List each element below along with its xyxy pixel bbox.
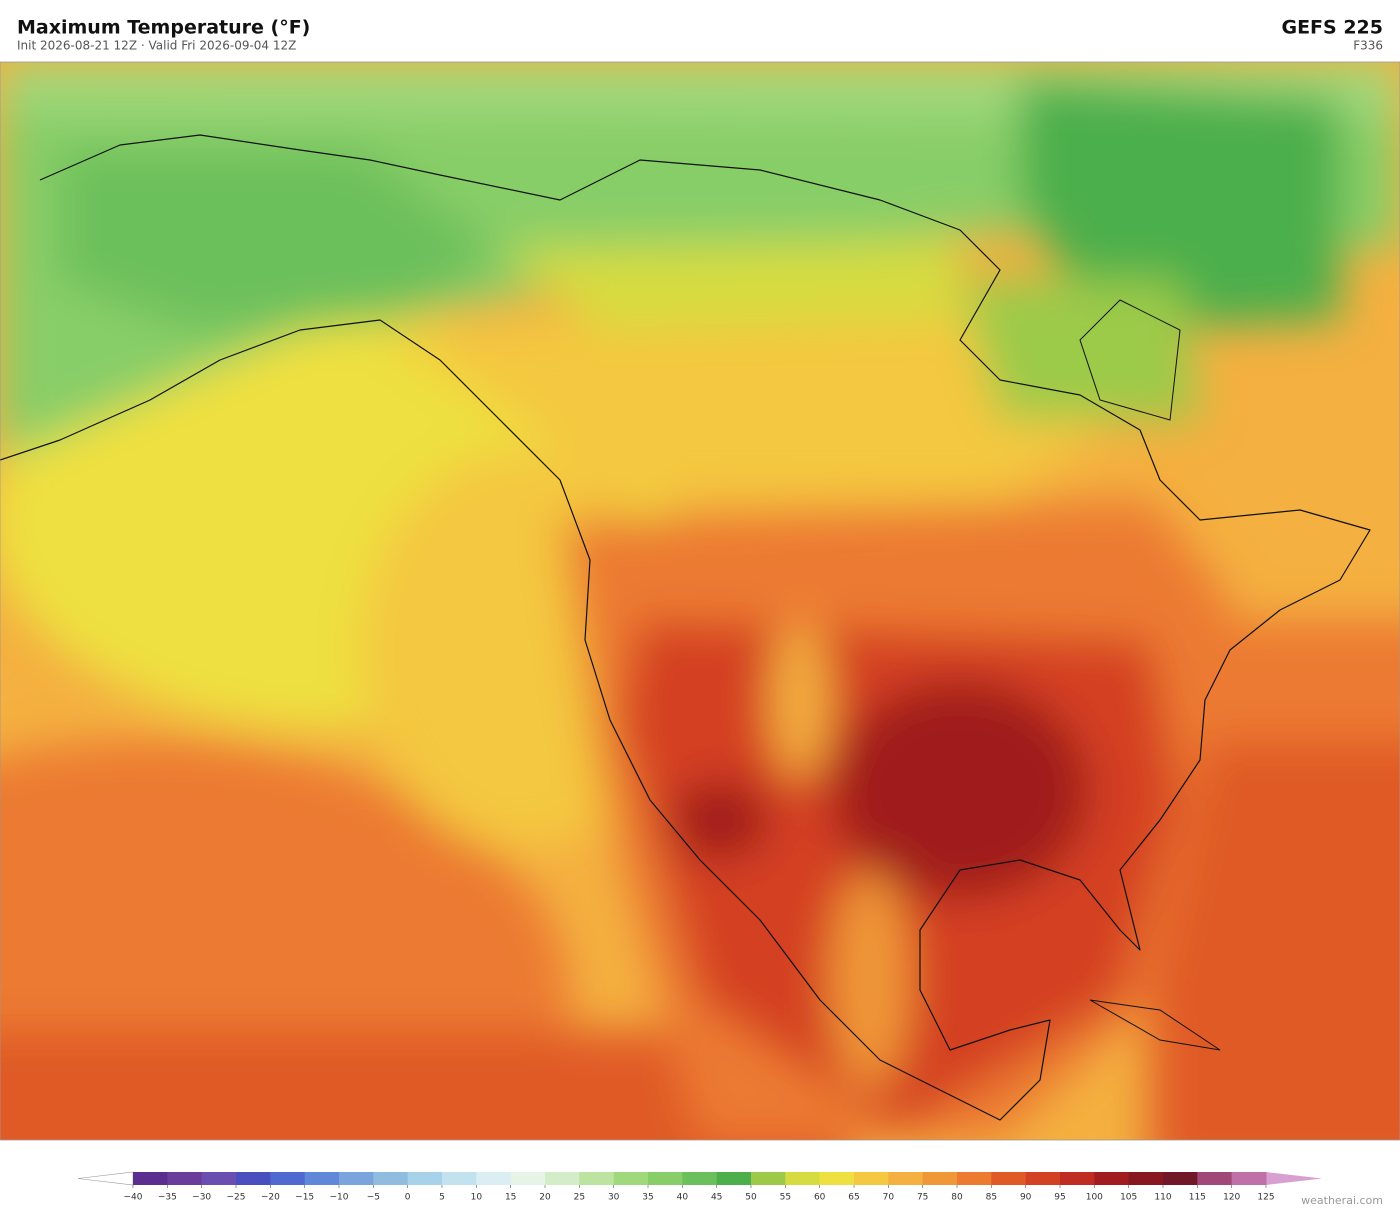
colorbar-swatch [167,1172,203,1185]
colorbar-swatch [373,1172,409,1185]
colorbar-swatch [819,1172,855,1185]
colorbar-label: 45 [711,1193,722,1203]
colorbar-label: 90 [1020,1193,1032,1203]
map [0,62,1400,1140]
colorbar-swatch [545,1172,580,1185]
colorbar-label: −35 [158,1193,177,1203]
colorbar-label: 120 [1223,1193,1240,1203]
colorbar-label: −25 [227,1193,246,1203]
colorbar-label: −30 [192,1193,211,1203]
colorbar-label: 125 [1257,1193,1274,1203]
colorbar-label: 75 [917,1193,928,1203]
colorbar-swatch [339,1172,374,1185]
colorbar-label: 105 [1120,1193,1137,1203]
colorbar-swatch [442,1172,477,1185]
colorbar-label: 25 [574,1193,585,1203]
colorbar: −40 −35 −30 −25 −20 −15 −10 −5 0 5 10 15 20 25 30 35 40 4… [77,1171,1322,1203]
colorbar-label: 0 [405,1193,411,1203]
colorbar-swatch [922,1172,958,1185]
colorbar-swatch [270,1172,306,1185]
colorbar-swatch [579,1172,615,1185]
colorbar-swatch [1060,1172,1095,1185]
colorbar-swatch [201,1172,237,1185]
colorbar-swatch [1197,1172,1233,1185]
colorbar-swatch [716,1172,752,1185]
colorbar-label: 50 [745,1193,757,1203]
colorbar-label: 20 [539,1193,551,1203]
colorbar-swatch [133,1172,168,1185]
credit: weatherai.com [1301,1194,1383,1207]
colorbar-label: 5 [439,1193,445,1203]
colorbar-label: −40 [124,1193,143,1203]
colorbar-swatch [1025,1172,1061,1185]
colorbar-swatch [476,1172,512,1185]
title: Maximum Temperature (°F) [17,17,310,39]
colorbar-swatch [991,1172,1027,1185]
colorbar-swatch [1231,1172,1267,1185]
colorbar-swatch [613,1172,649,1185]
colorbar-swatch [648,1172,683,1185]
forecast-hour: F336 [1353,39,1383,53]
colorbar-label: −20 [261,1193,280,1203]
colorbar-label: 40 [677,1193,689,1203]
colorbar-label: 115 [1189,1193,1206,1203]
colorbar-swatch [1128,1172,1164,1185]
colorbar-label: 70 [883,1193,895,1203]
colorbar-swatch [1094,1172,1130,1185]
colorbar-label: 110 [1154,1193,1171,1203]
colorbar-swatch [236,1172,271,1185]
colorbar-label: 10 [471,1193,483,1203]
colorbar-swatch [407,1172,443,1185]
colorbar-swatch [1163,1172,1198,1185]
colorbar-label: 15 [505,1193,516,1203]
colorbar-label: 100 [1086,1193,1103,1203]
colorbar-swatch [304,1172,340,1185]
colorbar-label: −15 [295,1193,314,1203]
colorbar-label: 55 [780,1193,791,1203]
colorbar-swatch [510,1172,546,1185]
colorbar-label: 60 [814,1193,826,1203]
colorbar-swatch [751,1172,786,1185]
colorbar-swatch [957,1172,992,1185]
colorbar-label: −5 [367,1193,380,1203]
subtitle: Init 2026-08-21 12Z · Valid Fri 2026-09-… [17,39,296,53]
colorbar-swatch [785,1172,821,1185]
colorbar-swatch [888,1172,924,1185]
colorbar-label: 95 [1054,1193,1065,1203]
colorbar-swatch [682,1172,718,1185]
colorbar-under [77,1171,134,1186]
model-name: GEFS 225 [1281,17,1383,39]
colorbar-label: 65 [848,1193,859,1203]
colorbar-label: 35 [642,1193,653,1203]
colorbar-label: 85 [986,1193,997,1203]
colorbar-swatch [854,1172,889,1185]
colorbar-label: −10 [330,1193,349,1203]
colorbar-label: 80 [951,1193,963,1203]
colorbar-over [1266,1172,1322,1185]
colorbar-label: 30 [608,1193,620,1203]
